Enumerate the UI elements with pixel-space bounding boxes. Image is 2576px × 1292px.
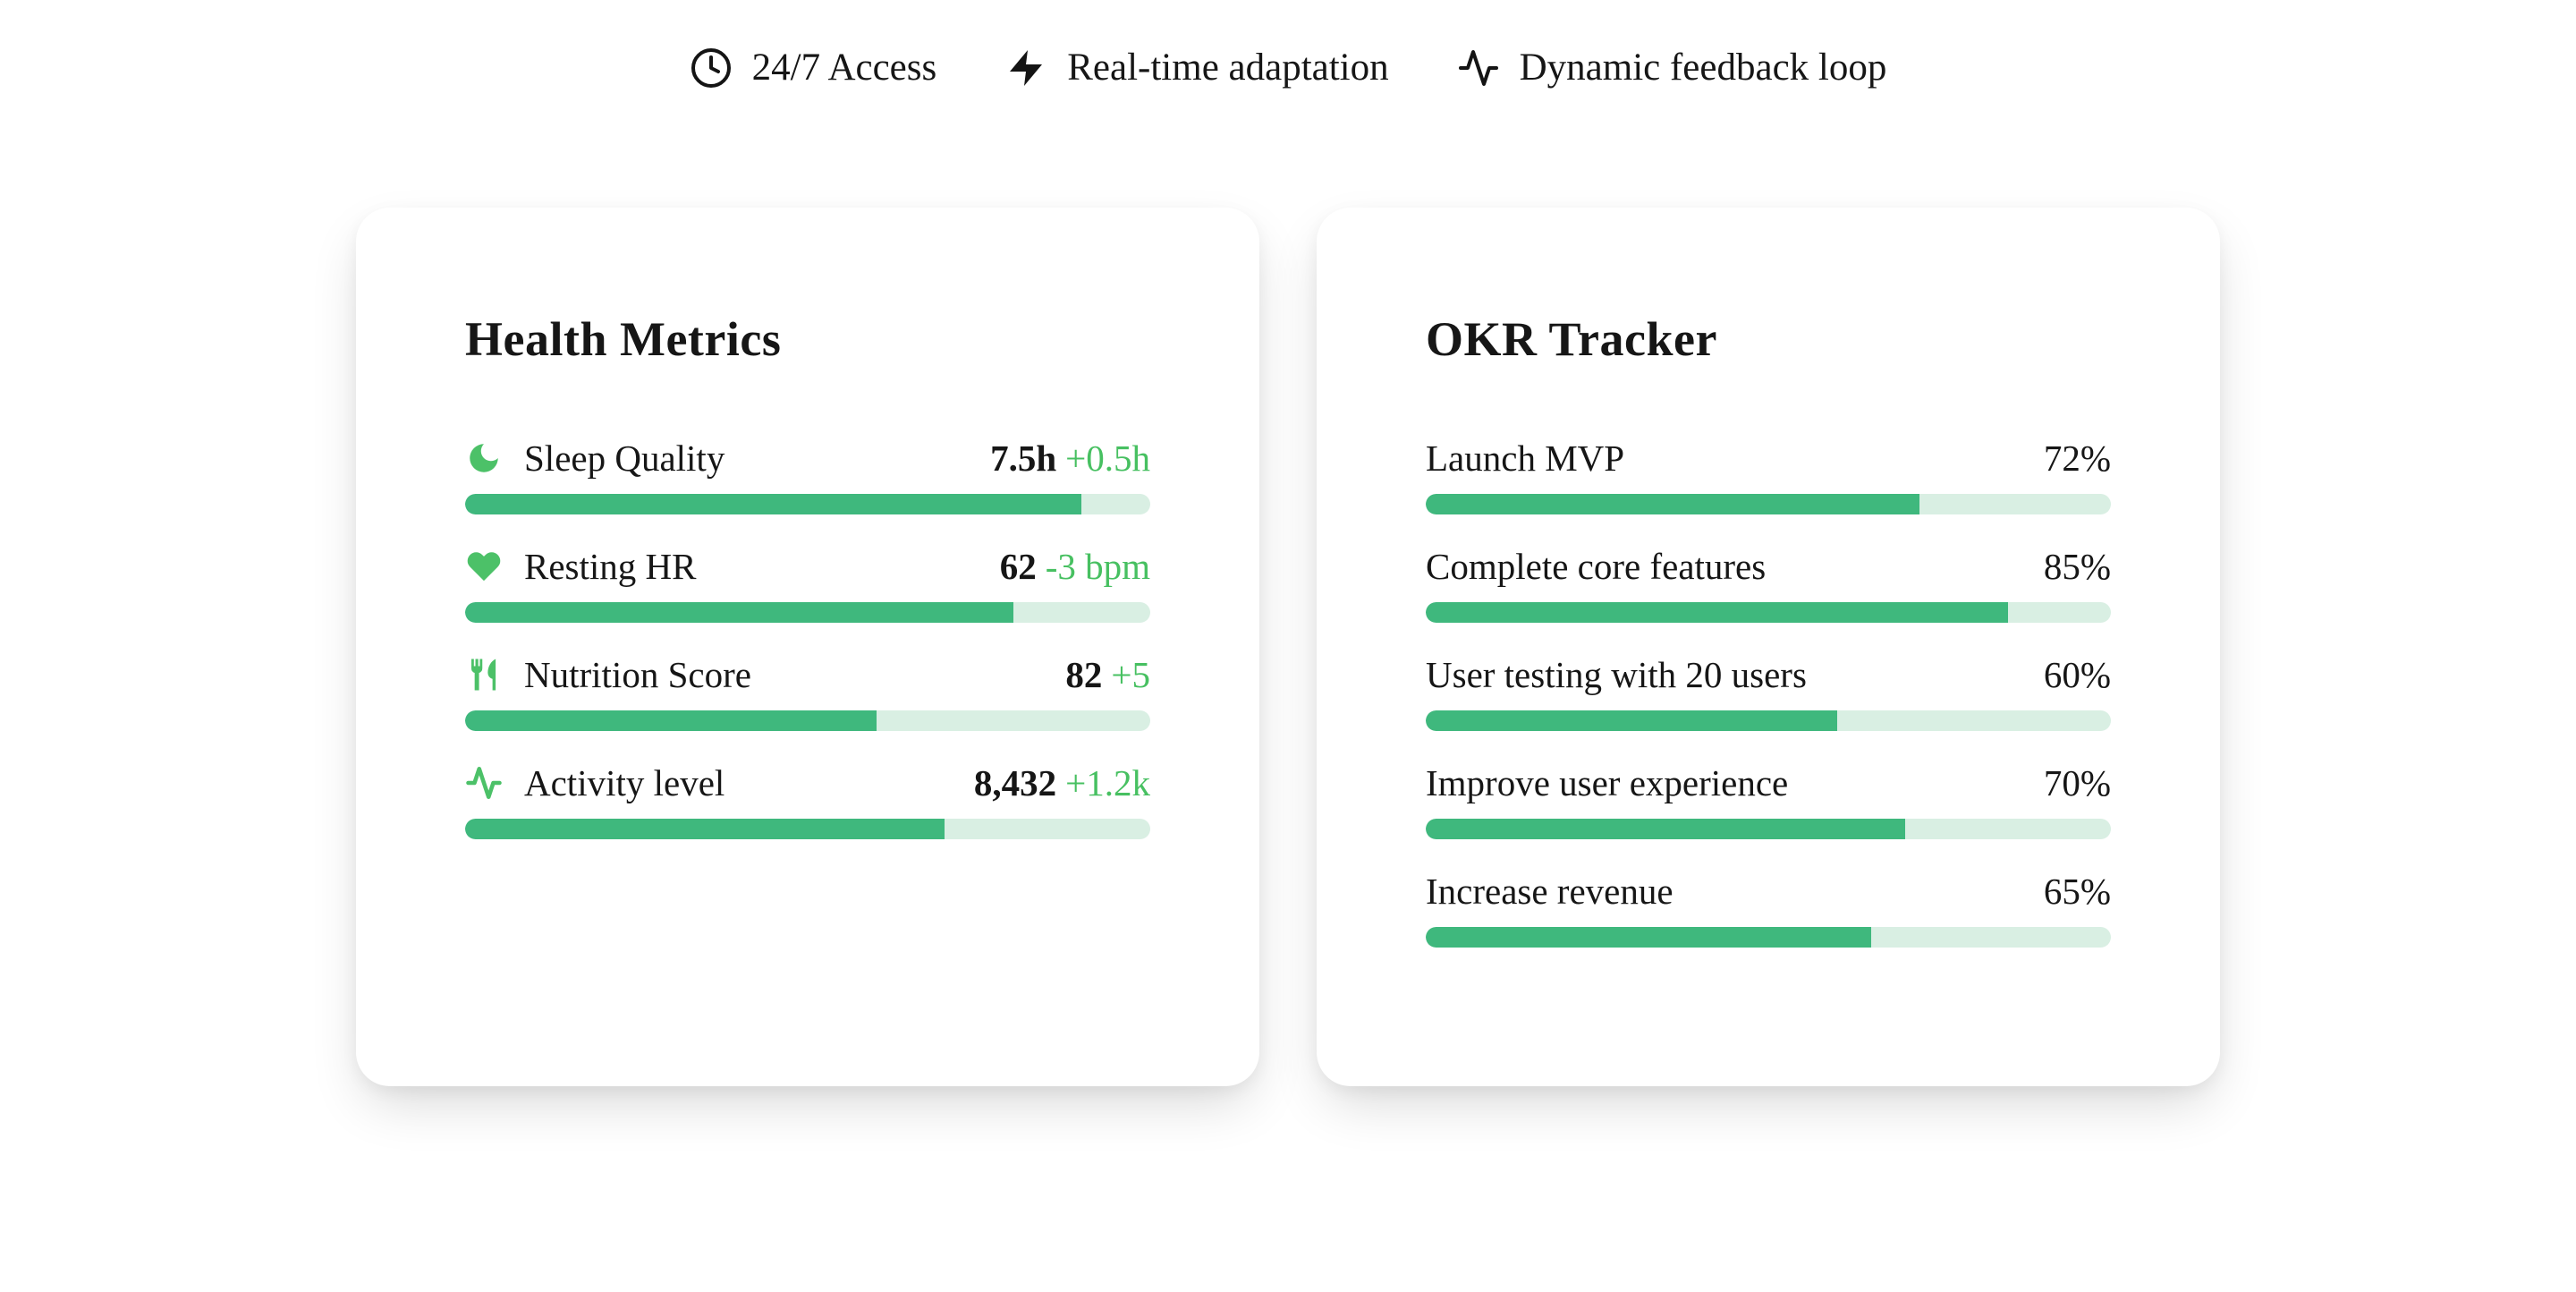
metric-delta: +5 xyxy=(1111,653,1150,695)
progress-bar-fill xyxy=(465,818,945,839)
metric-label: Resting HR xyxy=(524,545,697,587)
metric-value: 72% xyxy=(2043,437,2111,479)
progress-bar xyxy=(1426,493,2111,514)
utensils-icon xyxy=(465,656,503,693)
progress-bar xyxy=(465,818,1150,839)
clock-icon xyxy=(690,47,733,89)
metric-row: Activity level 8,432 +1.2k xyxy=(465,760,1150,839)
feature-badge: 24/7 Access xyxy=(690,45,937,91)
card-rows: Sleep Quality 7.5h +0.5h Resting HR 62 -3 … xyxy=(465,435,1150,839)
feature-label: 24/7 Access xyxy=(751,47,937,89)
metric-row: Nutrition Score 82 +5 xyxy=(465,651,1150,731)
progress-bar-fill xyxy=(1426,710,1837,731)
feature-badge: Real-time adaptation xyxy=(1004,45,1389,91)
progress-bar xyxy=(1426,818,2111,839)
heart-icon xyxy=(465,548,503,585)
metric-value: 70% xyxy=(2043,761,2111,803)
metric-row: Launch MVP 72% xyxy=(1426,435,2111,514)
metric-label: Increase revenue xyxy=(1426,870,1674,912)
card-rows: Launch MVP 72% Complete core features 85… xyxy=(1426,435,2111,948)
progress-bar-fill xyxy=(465,710,877,731)
feature-label: Dynamic feedback loop xyxy=(1519,47,1887,89)
metric-value: 82 +5 xyxy=(1065,653,1150,695)
metric-row: Complete core features 85% xyxy=(1426,543,2111,623)
progress-bar-fill xyxy=(1426,493,1919,514)
pulse-icon xyxy=(465,764,503,802)
progress-bar-fill xyxy=(1426,818,1906,839)
metric-row: Improve user experience 70% xyxy=(1426,760,2111,839)
metric-delta: -3 bpm xyxy=(1045,545,1150,587)
progress-bar-fill xyxy=(1426,926,1871,948)
card: Health Metrics Sleep Quality 7.5h +0.5h R… xyxy=(356,207,1259,1086)
dashboard-cards: Health Metrics Sleep Quality 7.5h +0.5h R… xyxy=(0,207,2576,1086)
progress-bar xyxy=(1426,926,2111,948)
progress-bar xyxy=(465,710,1150,731)
progress-bar-fill xyxy=(465,601,1013,623)
metric-row: Sleep Quality 7.5h +0.5h xyxy=(465,435,1150,514)
moon-icon xyxy=(465,439,503,477)
activity-icon xyxy=(1457,47,1500,89)
metric-value: 62 -3 bpm xyxy=(999,545,1150,587)
metric-label: Improve user experience xyxy=(1426,761,1789,803)
metric-row: User testing with 20 users 60% xyxy=(1426,651,2111,731)
feature-badge: Dynamic feedback loop xyxy=(1457,45,1887,91)
metric-delta: +0.5h xyxy=(1065,437,1150,479)
metric-label: Sleep Quality xyxy=(524,437,725,479)
metric-label: Launch MVP xyxy=(1426,437,1625,479)
progress-bar-fill xyxy=(1426,601,2009,623)
metric-value: 7.5h +0.5h xyxy=(990,437,1150,479)
progress-bar xyxy=(1426,601,2111,623)
feature-badges: 24/7 Access Real-time adaptation Dynamic… xyxy=(0,0,2576,91)
metric-row: Increase revenue 65% xyxy=(1426,868,2111,948)
card-title: OKR Tracker xyxy=(1426,311,1717,366)
progress-bar xyxy=(465,601,1150,623)
metric-label: User testing with 20 users xyxy=(1426,653,1807,695)
metric-value: 60% xyxy=(2043,653,2111,695)
zap-icon xyxy=(1004,47,1047,89)
feature-label: Real-time adaptation xyxy=(1067,47,1389,89)
metric-value: 65% xyxy=(2043,870,2111,912)
metric-label: Nutrition Score xyxy=(524,653,751,695)
metric-value: 8,432 +1.2k xyxy=(973,761,1150,803)
progress-bar xyxy=(1426,710,2111,731)
metric-label: Activity level xyxy=(524,761,725,803)
card: OKR Tracker Launch MVP 72% Complete core… xyxy=(1317,207,2220,1086)
metric-row: Resting HR 62 -3 bpm xyxy=(465,543,1150,623)
progress-bar xyxy=(465,493,1150,514)
metric-label: Complete core features xyxy=(1426,545,1767,587)
progress-bar-fill xyxy=(465,493,1082,514)
metric-value: 85% xyxy=(2043,545,2111,587)
card-title: Health Metrics xyxy=(465,311,782,366)
metric-delta: +1.2k xyxy=(1065,761,1150,803)
